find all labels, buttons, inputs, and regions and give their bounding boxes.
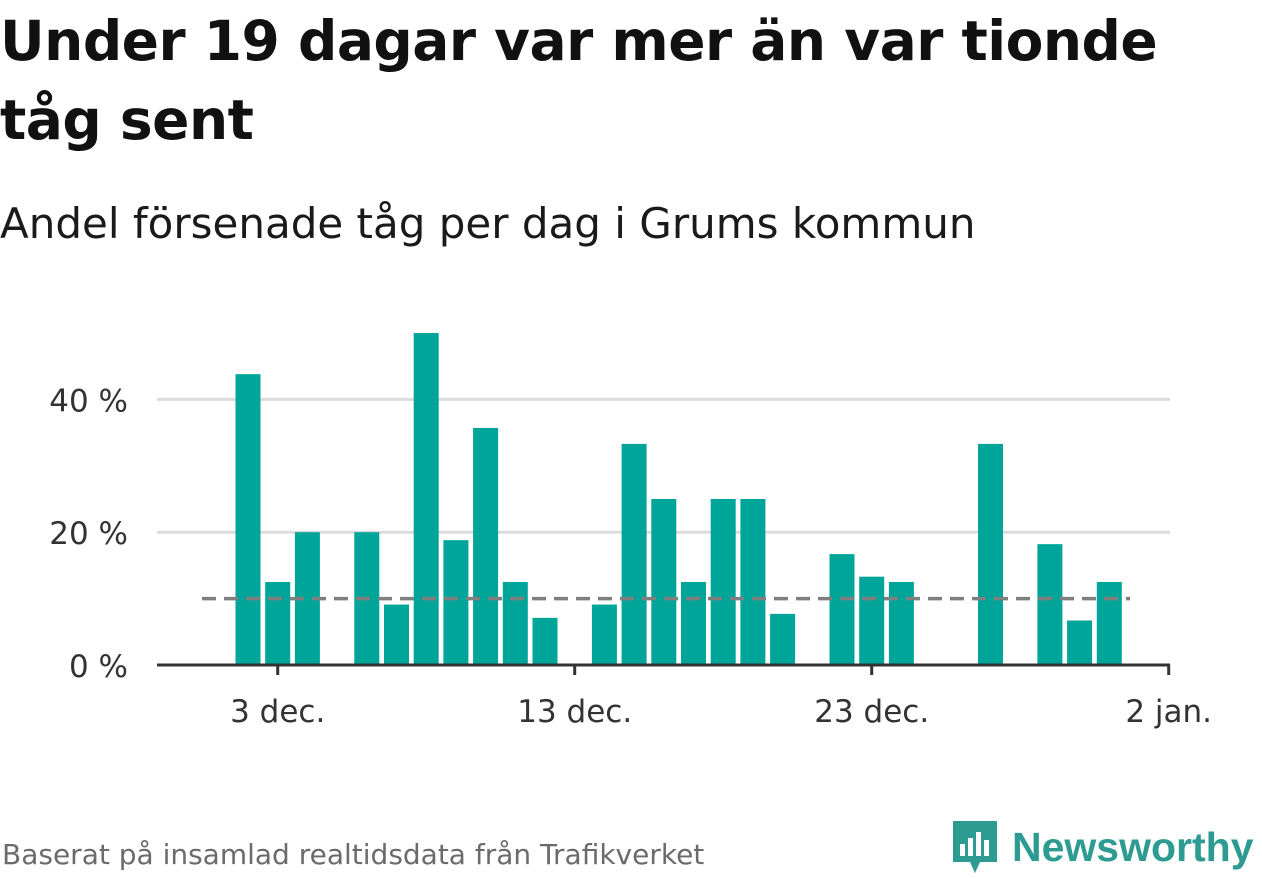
bar-17dec (681, 582, 706, 665)
source-note: Baserat på insamlad realtidsdata från Tr… (2, 838, 705, 871)
y-tick-label: 40 % (49, 383, 128, 419)
bar-30dec (1067, 620, 1093, 665)
bar-29dec (1037, 544, 1063, 665)
bar-19dec (740, 499, 766, 665)
bar-24dec (888, 582, 914, 665)
bar-12dec (532, 617, 558, 665)
bar-2dec (235, 374, 261, 665)
chart-title: Under 19 dagar var mer än var tionde tåg… (0, 9, 1158, 152)
bar-8dec (413, 333, 439, 665)
bar-16dec (651, 499, 677, 665)
x-tick-label: 3 dec. (230, 694, 325, 730)
x-tick-label: 13 dec. (517, 694, 632, 730)
bar-11dec (502, 582, 528, 665)
bar-7dec (384, 604, 409, 665)
x-tick-label: 23 dec. (814, 694, 929, 730)
bar-27dec (978, 443, 1003, 665)
bar-22dec (829, 554, 855, 665)
bar-9dec (443, 540, 469, 665)
bar-10dec (473, 427, 499, 665)
x-tick-label: 2 jan. (1125, 694, 1212, 730)
bar-31dec (1096, 582, 1122, 665)
bar-18dec (710, 499, 736, 665)
bar-chart: 0 % 20 % 40 % 3 dec. 13 dec. 23 dec. 2 jan. (49, 333, 1212, 730)
bar-15dec (621, 443, 647, 665)
brand-name: Newsworthy (1012, 823, 1254, 870)
y-tick-label: 0 % (69, 649, 128, 685)
newsworthy-logo-icon (953, 821, 997, 873)
bar-3dec (265, 582, 291, 665)
bar-20dec (770, 613, 796, 665)
newsworthy-logo: Newsworthy (950, 818, 1254, 876)
bar-14dec (591, 604, 617, 665)
y-tick-label: 20 % (49, 516, 128, 552)
chart-subtitle: Andel försenade tåg per dag i Grums komm… (0, 199, 976, 248)
bar-23dec (859, 576, 885, 665)
